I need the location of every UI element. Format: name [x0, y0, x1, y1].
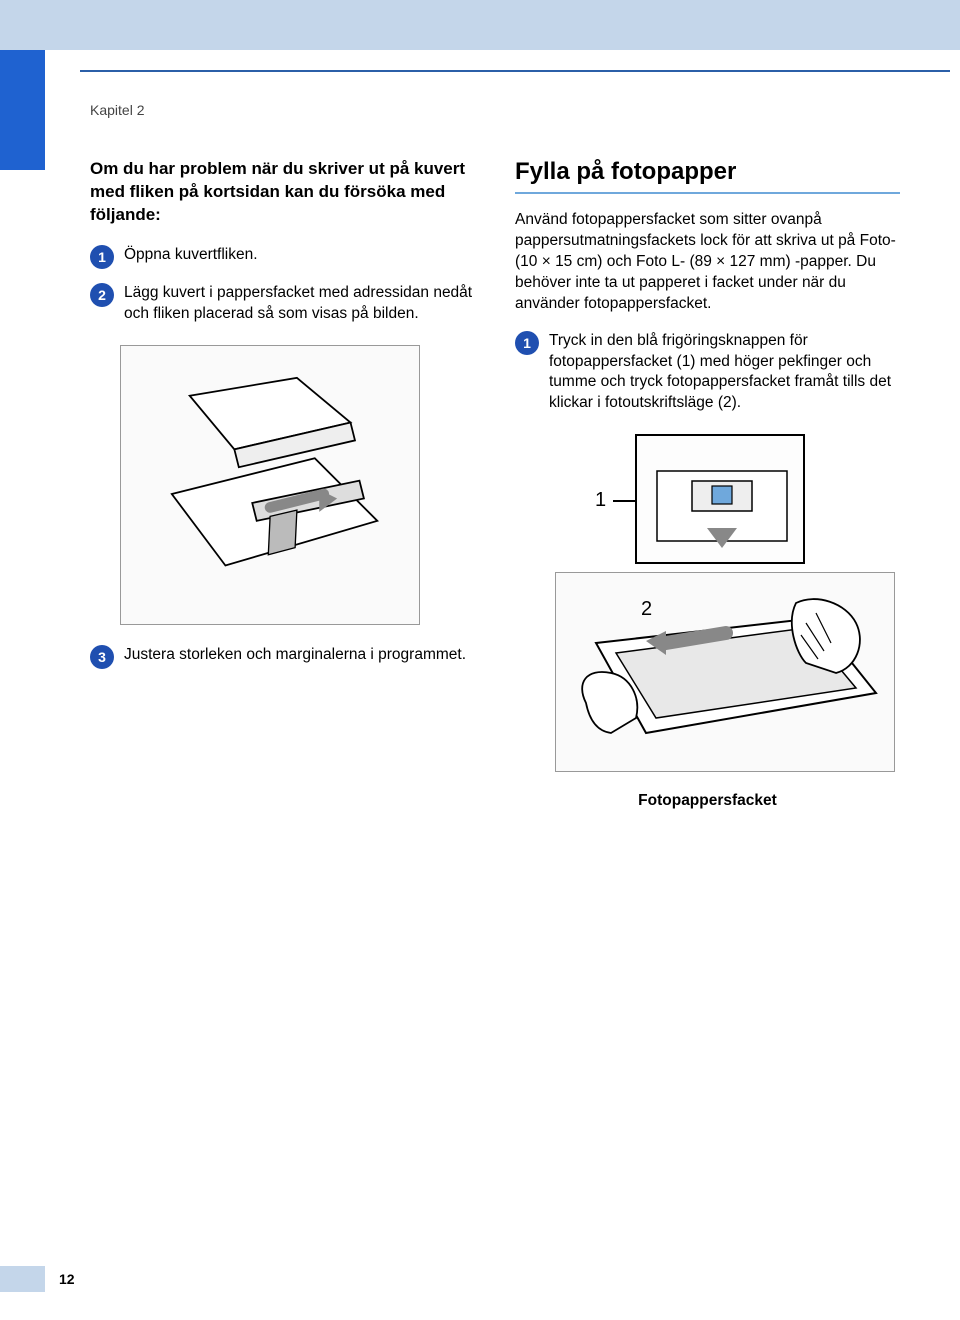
right-body-text: Använd fotopappersfacket som sitter ovan…	[515, 210, 900, 315]
release-button-detail-icon	[637, 436, 807, 566]
page-number: 12	[59, 1271, 75, 1287]
left-column: Om du har problem när du skriver ut på k…	[90, 158, 475, 810]
left-step-3: 3 Justera storleken och marginalerna i p…	[90, 645, 475, 669]
callout-number-2: 2	[641, 598, 652, 621]
right-column: Fylla på fotopapper Använd fotopappersfa…	[515, 158, 900, 810]
printer-tray-icon	[136, 360, 404, 610]
section-underline	[515, 192, 900, 194]
step-text: Öppna kuvertfliken.	[124, 245, 258, 266]
top-header-bar	[0, 0, 960, 50]
left-step-1: 1 Öppna kuvertfliken.	[90, 245, 475, 269]
step-bullet-icon: 1	[90, 245, 114, 269]
envelope-tray-figure	[120, 345, 420, 625]
hand-pushing-tray-icon	[556, 573, 896, 773]
left-step-2: 2 Lägg kuvert i pappersfacket med adress…	[90, 283, 475, 325]
two-column-layout: Om du har problem när du skriver ut på k…	[90, 158, 900, 810]
chapter-label: Kapitel 2	[90, 102, 900, 118]
callout-number-1: 1	[595, 489, 606, 512]
left-intro-text: Om du har problem när du skriver ut på k…	[90, 158, 475, 227]
step-bullet-icon: 2	[90, 283, 114, 307]
footer-tab	[0, 1266, 45, 1292]
section-title: Fylla på fotopapper	[515, 158, 900, 186]
step-bullet-icon: 1	[515, 331, 539, 355]
page-content: Kapitel 2 Om du har problem när du skriv…	[0, 72, 960, 810]
photo-tray-main-figure: 2	[555, 572, 895, 772]
step-text: Lägg kuvert i pappersfacket med adressid…	[124, 283, 475, 325]
photo-tray-figure-group: 1 2	[515, 434, 900, 810]
page-footer: 12	[0, 1266, 75, 1292]
figure-caption: Fotopappersfacket	[515, 792, 900, 810]
photo-tray-inset-figure	[635, 434, 805, 564]
side-chapter-tab	[0, 50, 45, 170]
step-text: Tryck in den blå frigöringsknappen för f…	[549, 331, 900, 415]
right-step-1: 1 Tryck in den blå frigöringsknappen för…	[515, 331, 900, 415]
step-text: Justera storleken och marginalerna i pro…	[124, 645, 466, 666]
step-bullet-icon: 3	[90, 645, 114, 669]
